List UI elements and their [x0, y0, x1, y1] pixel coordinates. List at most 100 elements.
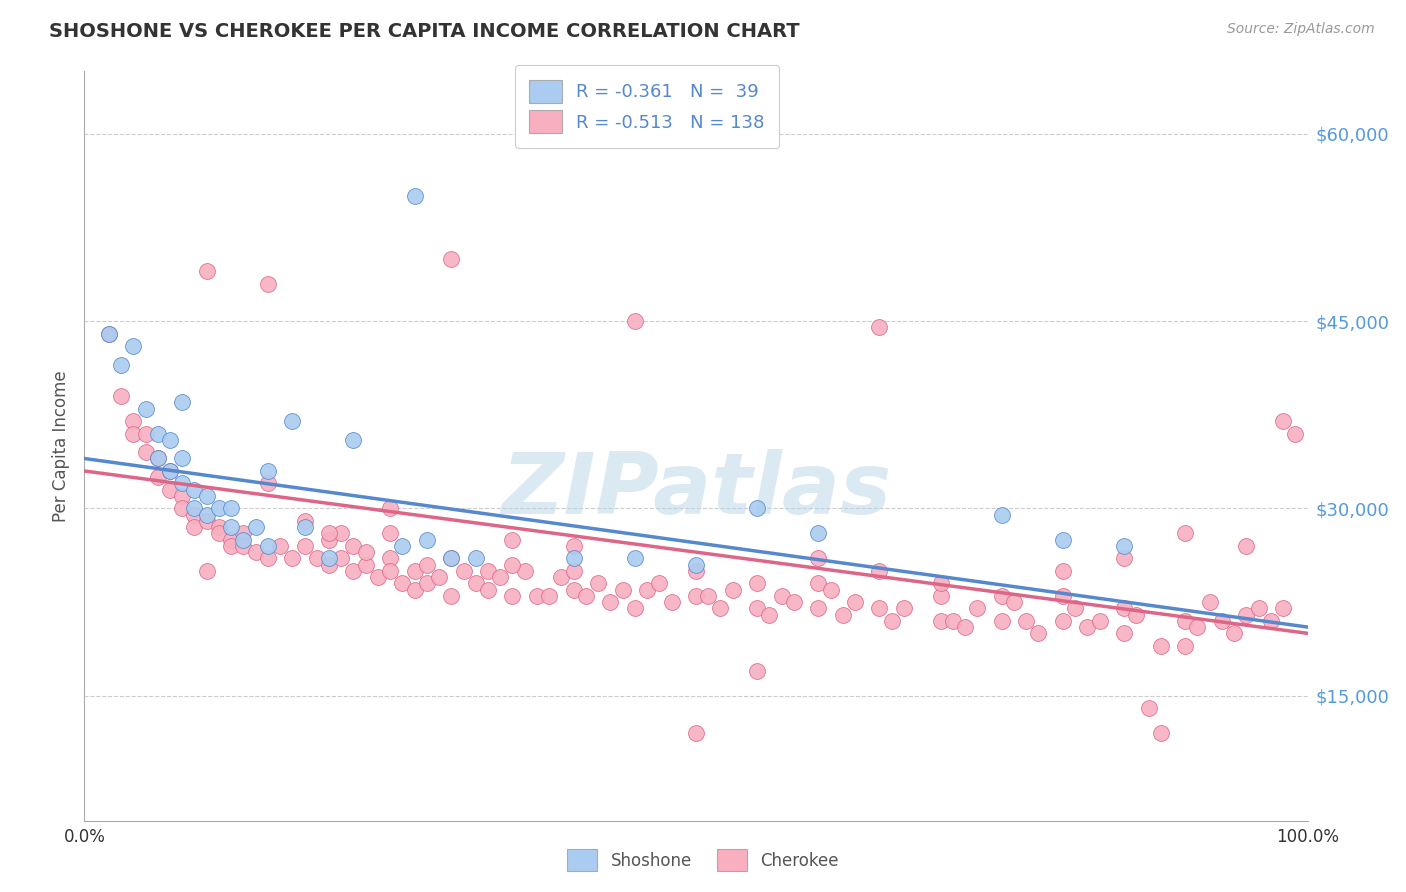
- Point: [97, 326, 120, 341]
- Point: [502, 558, 524, 572]
- Point: [294, 539, 316, 553]
- Point: [1272, 414, 1295, 428]
- Point: [122, 426, 145, 441]
- Point: [195, 508, 218, 522]
- Point: [342, 564, 364, 578]
- Point: [172, 501, 194, 516]
- Point: [404, 189, 426, 203]
- Point: [1174, 614, 1197, 628]
- Point: [991, 614, 1014, 628]
- Point: [1002, 595, 1025, 609]
- Point: [172, 395, 194, 409]
- Point: [122, 414, 145, 428]
- Point: [648, 576, 671, 591]
- Point: [831, 607, 853, 622]
- Point: [1272, 601, 1295, 615]
- Point: [183, 483, 205, 497]
- Point: [380, 526, 402, 541]
- Point: [416, 576, 439, 591]
- Point: [709, 601, 731, 615]
- Point: [367, 570, 389, 584]
- Point: [783, 595, 806, 609]
- Point: [330, 551, 353, 566]
- Point: [342, 433, 364, 447]
- Point: [747, 664, 769, 678]
- Point: [440, 551, 463, 566]
- Point: [294, 520, 316, 534]
- Point: [257, 551, 280, 566]
- Point: [294, 514, 316, 528]
- Point: [257, 539, 280, 553]
- Point: [1150, 726, 1173, 740]
- Point: [599, 595, 621, 609]
- Point: [1015, 614, 1038, 628]
- Point: [195, 489, 218, 503]
- Point: [747, 576, 769, 591]
- Point: [122, 339, 145, 353]
- Point: [1052, 564, 1074, 578]
- Point: [416, 558, 439, 572]
- Point: [342, 539, 364, 553]
- Point: [110, 358, 132, 372]
- Point: [183, 501, 205, 516]
- Point: [146, 470, 169, 484]
- Point: [942, 614, 965, 628]
- Text: SHOSHONE VS CHEROKEE PER CAPITA INCOME CORRELATION CHART: SHOSHONE VS CHEROKEE PER CAPITA INCOME C…: [49, 22, 800, 41]
- Point: [380, 564, 402, 578]
- Point: [624, 601, 647, 615]
- Point: [685, 726, 707, 740]
- Point: [232, 539, 254, 553]
- Point: [758, 607, 780, 622]
- Point: [991, 589, 1014, 603]
- Point: [1284, 426, 1306, 441]
- Point: [1174, 526, 1197, 541]
- Point: [721, 582, 744, 597]
- Point: [685, 558, 707, 572]
- Point: [135, 445, 157, 459]
- Legend: Shoshone, Cherokee: Shoshone, Cherokee: [560, 841, 846, 880]
- Point: [354, 545, 377, 559]
- Point: [416, 533, 439, 547]
- Point: [245, 520, 267, 534]
- Point: [869, 320, 891, 334]
- Point: [697, 589, 720, 603]
- Point: [257, 476, 280, 491]
- Point: [953, 620, 976, 634]
- Point: [195, 514, 218, 528]
- Point: [526, 589, 548, 603]
- Point: [219, 501, 242, 516]
- Point: [1052, 589, 1074, 603]
- Point: [770, 589, 793, 603]
- Point: [747, 501, 769, 516]
- Point: [183, 520, 205, 534]
- Point: [195, 264, 218, 278]
- Point: [966, 601, 988, 615]
- Point: [1028, 626, 1050, 640]
- Point: [208, 501, 231, 516]
- Point: [502, 533, 524, 547]
- Point: [489, 570, 512, 584]
- Point: [183, 508, 205, 522]
- Point: [1076, 620, 1098, 634]
- Point: [612, 582, 634, 597]
- Point: [1114, 601, 1136, 615]
- Point: [219, 533, 242, 547]
- Point: [477, 564, 499, 578]
- Point: [453, 564, 475, 578]
- Point: [135, 426, 157, 441]
- Point: [624, 314, 647, 328]
- Point: [1052, 533, 1074, 547]
- Point: [624, 551, 647, 566]
- Point: [562, 539, 585, 553]
- Point: [354, 558, 377, 572]
- Point: [1236, 607, 1258, 622]
- Point: [807, 576, 830, 591]
- Point: [464, 551, 486, 566]
- Point: [159, 483, 181, 497]
- Point: [146, 451, 169, 466]
- Point: [318, 551, 340, 566]
- Point: [159, 464, 181, 478]
- Point: [1174, 639, 1197, 653]
- Point: [1150, 639, 1173, 653]
- Point: [562, 551, 585, 566]
